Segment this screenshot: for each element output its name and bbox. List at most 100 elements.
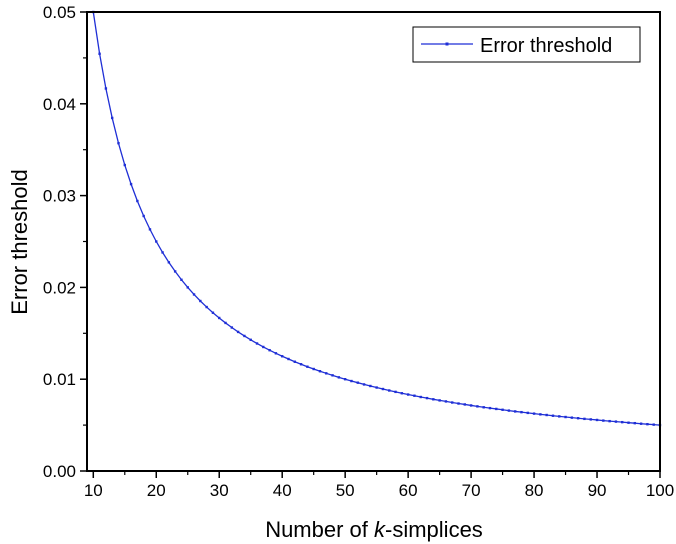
data-point — [602, 419, 605, 422]
series-line — [92, 11, 661, 426]
data-point — [406, 393, 410, 396]
data-point — [104, 87, 108, 90]
data-point — [243, 334, 246, 338]
data-point — [142, 214, 145, 218]
data-point — [589, 418, 592, 421]
data-point — [539, 413, 542, 416]
x-tick-label: 70 — [462, 481, 481, 500]
data-point — [199, 299, 202, 303]
data-point — [558, 415, 561, 418]
y-axis-title: Error threshold — [7, 169, 32, 315]
data-point — [476, 405, 479, 408]
data-point — [451, 401, 454, 404]
data-point — [520, 410, 523, 414]
data-point — [652, 423, 655, 426]
data-point — [299, 363, 303, 366]
data-point — [419, 395, 422, 399]
x-tick-label: 80 — [525, 481, 544, 500]
minor-ticks — [83, 57, 630, 475]
data-point — [98, 52, 101, 55]
data-point — [495, 407, 498, 411]
data-point — [413, 394, 416, 397]
data-point — [350, 379, 353, 383]
data-point — [551, 414, 555, 417]
data-point — [262, 345, 265, 349]
y-tick-labels: 0.00 0.01 0.02 0.03 0.04 0.05 — [43, 3, 76, 481]
data-point — [564, 415, 567, 419]
data-point — [117, 141, 120, 145]
x-tick-label: 60 — [399, 481, 418, 500]
y-tick-label: 0.04 — [43, 95, 76, 114]
data-point — [255, 342, 259, 345]
data-point — [123, 163, 126, 167]
x-tick-label: 40 — [273, 481, 292, 500]
data-point — [306, 365, 309, 368]
data-point — [501, 408, 504, 411]
data-point — [482, 406, 485, 409]
data-point — [129, 182, 133, 186]
x-tick-label: 50 — [336, 481, 355, 500]
data-point — [469, 404, 473, 407]
data-point — [281, 355, 284, 358]
x-tick-label: 10 — [84, 481, 103, 500]
data-point — [356, 381, 359, 384]
data-point — [331, 374, 334, 377]
data-point — [325, 372, 328, 375]
data-point — [614, 420, 618, 423]
major-ticks — [80, 11, 661, 478]
y-tick-label: 0.00 — [43, 462, 76, 481]
x-tick-label: 20 — [147, 481, 166, 500]
data-point — [513, 410, 517, 413]
data-point — [488, 406, 492, 410]
data-point — [570, 416, 574, 419]
data-point — [318, 370, 322, 373]
legend-label: Error threshold — [480, 35, 612, 57]
data-point — [192, 293, 196, 296]
data-point — [362, 383, 366, 386]
data-point — [337, 376, 341, 379]
data-point — [205, 305, 208, 309]
data-point — [646, 422, 649, 426]
x-tick-label: 30 — [210, 481, 229, 500]
y-tick-label: 0.03 — [43, 187, 76, 206]
x-tick-label: 90 — [588, 481, 607, 500]
data-point — [526, 411, 529, 415]
data-point — [274, 352, 278, 355]
legend-marker — [445, 42, 449, 46]
data-point — [545, 413, 548, 417]
data-point — [432, 398, 435, 401]
data-point — [507, 409, 511, 412]
data-point — [180, 278, 183, 281]
data-point — [287, 357, 290, 361]
y-tick-label: 0.02 — [43, 278, 76, 297]
data-point — [211, 311, 215, 314]
y-tick-label: 0.01 — [43, 370, 76, 389]
data-point — [136, 199, 139, 203]
data-point — [161, 251, 164, 254]
data-point — [457, 402, 460, 405]
data-point — [268, 348, 271, 352]
data-point — [343, 378, 347, 381]
data-point — [532, 412, 536, 415]
data-point — [621, 420, 624, 424]
data-point — [173, 270, 177, 273]
x-tick-label: 100 — [646, 481, 674, 500]
data-point — [230, 326, 234, 329]
plot-frame — [86, 11, 661, 472]
data-point — [375, 386, 378, 389]
data-point — [293, 360, 296, 363]
series-layer — [92, 10, 662, 427]
data-point — [639, 422, 643, 425]
data-point — [167, 261, 171, 264]
y-tick-label: 0.05 — [43, 3, 76, 22]
data-point — [438, 399, 441, 402]
data-point — [400, 392, 404, 395]
data-point — [425, 396, 429, 400]
x-axis-title: Number of k-simplices — [265, 517, 483, 542]
data-point — [186, 286, 189, 289]
data-point — [444, 400, 448, 403]
data-point — [463, 403, 466, 406]
data-point — [369, 384, 372, 388]
data-point — [381, 387, 385, 391]
